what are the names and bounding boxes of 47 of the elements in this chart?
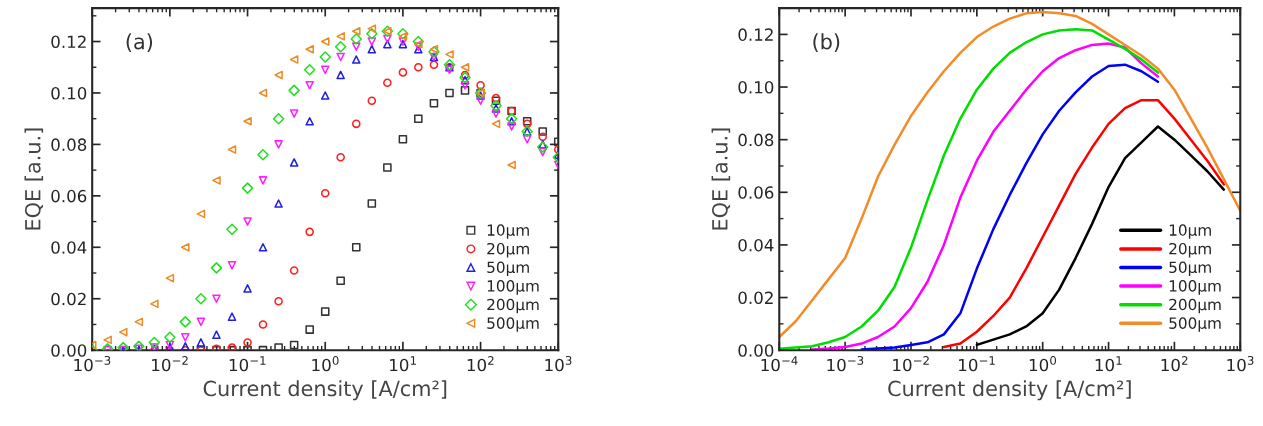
- x-tick-label: 10$^{−2}$: [893, 356, 929, 372]
- y-tick-label: 0.06: [51, 189, 87, 203]
- x-tick-label: 10$^{2}$: [467, 356, 494, 372]
- x-tick-label: 10$^{3}$: [1227, 356, 1254, 372]
- legend-label: 50µm: [1169, 261, 1211, 277]
- x-axis-title: Current density [A/cm²]: [203, 380, 447, 401]
- annotation: (a): [126, 33, 153, 52]
- y-tick-label: 0.00: [738, 344, 774, 357]
- x-tick-label: 10$^{3}$: [545, 356, 572, 372]
- annotation: (b): [813, 33, 840, 52]
- x-tick-label: 10$^{−3}$: [74, 356, 111, 372]
- x-axis-title: Current density [A/cm²]: [888, 380, 1131, 401]
- y-tick-label: 0.12: [51, 35, 86, 49]
- legend-label: 500µm: [1169, 317, 1221, 332]
- x-tick-label: 10$^{−1}$: [229, 356, 266, 372]
- x-tick-label: 10$^{−3}$: [827, 356, 864, 372]
- y-tick-label: 0.02: [738, 291, 773, 305]
- y-tick-label: 0.08: [51, 138, 87, 151]
- legend-label: 50µm: [487, 261, 529, 277]
- y-tick-label: 0.00: [51, 344, 87, 357]
- x-tick-label: 10$^{2}$: [1161, 356, 1188, 372]
- x-tick-label: 10$^{0}$: [312, 356, 339, 372]
- legend-label: 20µm: [1169, 242, 1211, 258]
- legend-label: 200µm: [1169, 298, 1221, 314]
- y-tick-label: 0.08: [738, 133, 774, 147]
- legend-label: 10µm: [487, 224, 529, 239]
- legend-label: 100µm: [1169, 280, 1221, 295]
- x-tick-label: 10$^{−4}$: [761, 356, 798, 372]
- x-tick-label: 10$^{0}$: [1029, 356, 1057, 372]
- legend-label: 200µm: [487, 298, 539, 314]
- y-tick-label: 0.12: [738, 28, 773, 41]
- y-tick-label: 0.10: [51, 86, 87, 100]
- y-tick-label: 0.02: [51, 292, 86, 306]
- y-tick-label: 0.04: [738, 238, 774, 252]
- y-axis-title: EQE [a.u.]: [24, 128, 44, 230]
- y-tick-label: 0.06: [738, 186, 774, 199]
- legend-label: 20µm: [487, 242, 529, 258]
- y-tick-label: 0.10: [738, 81, 774, 94]
- y-tick-label: 0.04: [51, 241, 87, 254]
- x-tick-label: 10$^{−1}$: [959, 356, 995, 372]
- legend-label: 100µm: [487, 280, 539, 295]
- x-tick-label: 10$^{1}$: [1095, 356, 1122, 372]
- x-tick-label: 10$^{1}$: [390, 356, 416, 372]
- y-axis-title: EQE [a.u.]: [711, 128, 731, 230]
- x-tick-label: 10$^{−2}$: [152, 356, 188, 372]
- legend-label: 10µm: [1169, 224, 1211, 239]
- legend-label: 500µm: [487, 317, 539, 332]
